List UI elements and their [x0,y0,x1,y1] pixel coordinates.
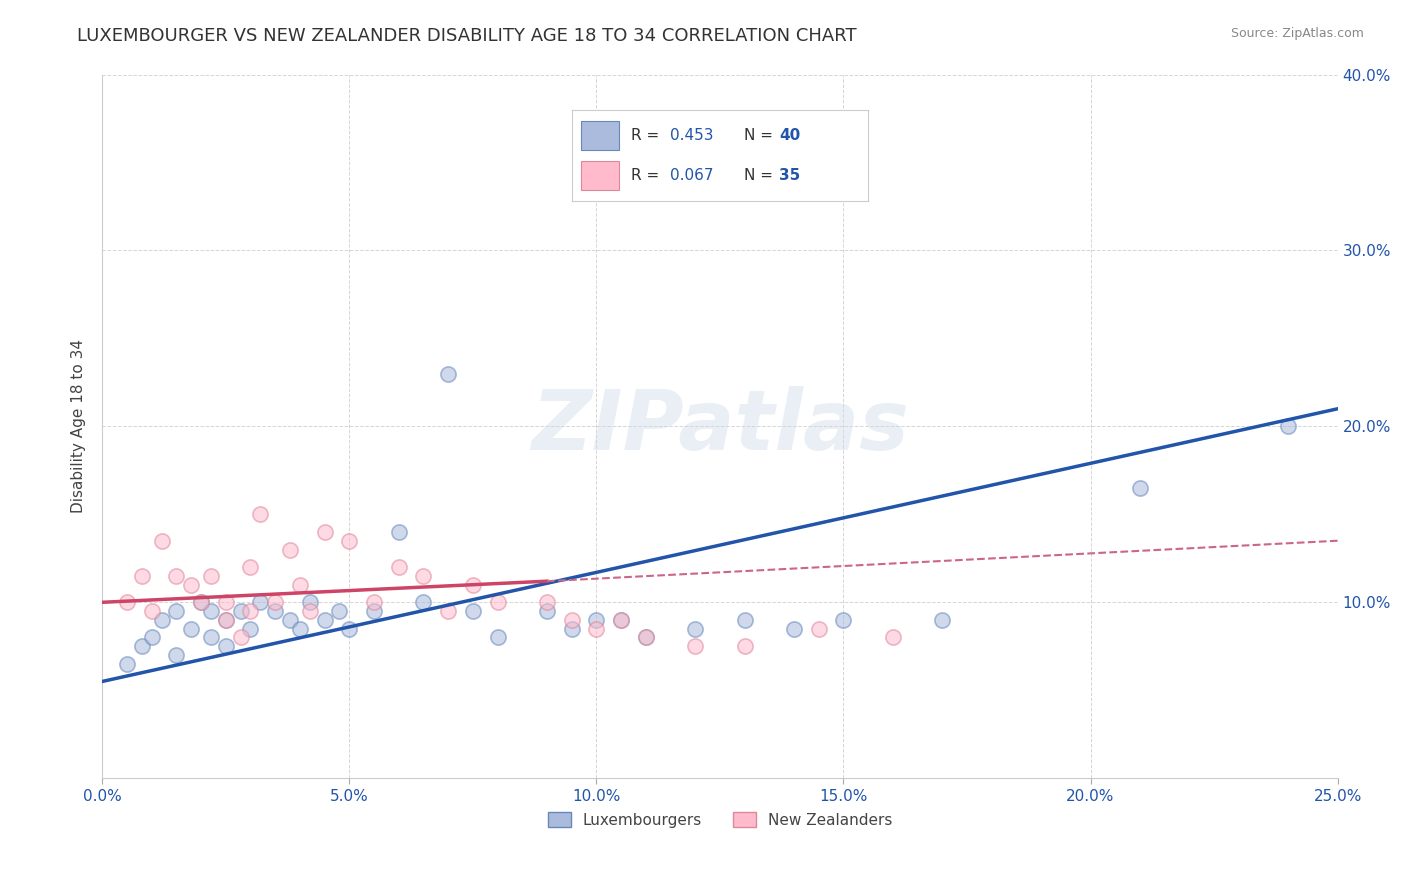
Point [931,613,953,627]
Point [882,631,904,645]
Point [610,613,633,627]
Point [215,613,238,627]
Y-axis label: Disability Age 18 to 34: Disability Age 18 to 34 [72,339,86,514]
Point [278,542,301,557]
Text: ZIPatlas: ZIPatlas [531,386,908,467]
Point [288,577,311,591]
Point [461,604,484,618]
Point [200,631,222,645]
Point [215,595,238,609]
Point [683,640,706,654]
Point [610,613,633,627]
Point [249,508,271,522]
Point [734,613,756,627]
Point [141,604,163,618]
Point [131,640,153,654]
Point [115,657,138,671]
Point [314,524,336,539]
Point [278,613,301,627]
Point [363,595,385,609]
Point [585,613,607,627]
Point [536,604,558,618]
Point [229,631,252,645]
Legend: Luxembourgers, New Zealanders: Luxembourgers, New Zealanders [541,806,898,834]
Point [683,622,706,636]
Point [239,622,262,636]
Point [131,569,153,583]
Point [298,595,321,609]
Point [115,595,138,609]
Point [783,622,806,636]
Point [298,604,321,618]
Point [180,622,202,636]
Point [363,604,385,618]
Point [190,595,212,609]
Point [328,604,350,618]
Point [634,631,657,645]
Point [1129,481,1152,495]
Point [215,613,238,627]
Point [461,577,484,591]
Point [832,613,855,627]
Point [288,622,311,636]
Point [561,622,583,636]
Point [150,613,173,627]
Point [165,604,187,618]
Point [437,604,460,618]
Point [229,604,252,618]
Point [412,595,434,609]
Point [337,533,360,548]
Point [437,367,460,381]
Point [536,595,558,609]
Point [165,648,187,662]
Point [264,604,287,618]
Point [634,631,657,645]
Point [200,604,222,618]
Point [141,631,163,645]
Point [388,560,411,574]
Point [249,595,271,609]
Point [314,613,336,627]
Text: Source: ZipAtlas.com: Source: ZipAtlas.com [1230,27,1364,40]
Point [337,622,360,636]
Point [412,569,434,583]
Point [200,569,222,583]
Point [1277,419,1299,434]
Point [165,569,187,583]
Text: LUXEMBOURGER VS NEW ZEALANDER DISABILITY AGE 18 TO 34 CORRELATION CHART: LUXEMBOURGER VS NEW ZEALANDER DISABILITY… [77,27,856,45]
Point [388,524,411,539]
Point [486,631,509,645]
Point [239,604,262,618]
Point [239,560,262,574]
Point [734,640,756,654]
Point [264,595,287,609]
Point [180,577,202,591]
Point [807,622,830,636]
Point [486,595,509,609]
Point [190,595,212,609]
Point [561,613,583,627]
Point [585,622,607,636]
Point [215,640,238,654]
Point [150,533,173,548]
